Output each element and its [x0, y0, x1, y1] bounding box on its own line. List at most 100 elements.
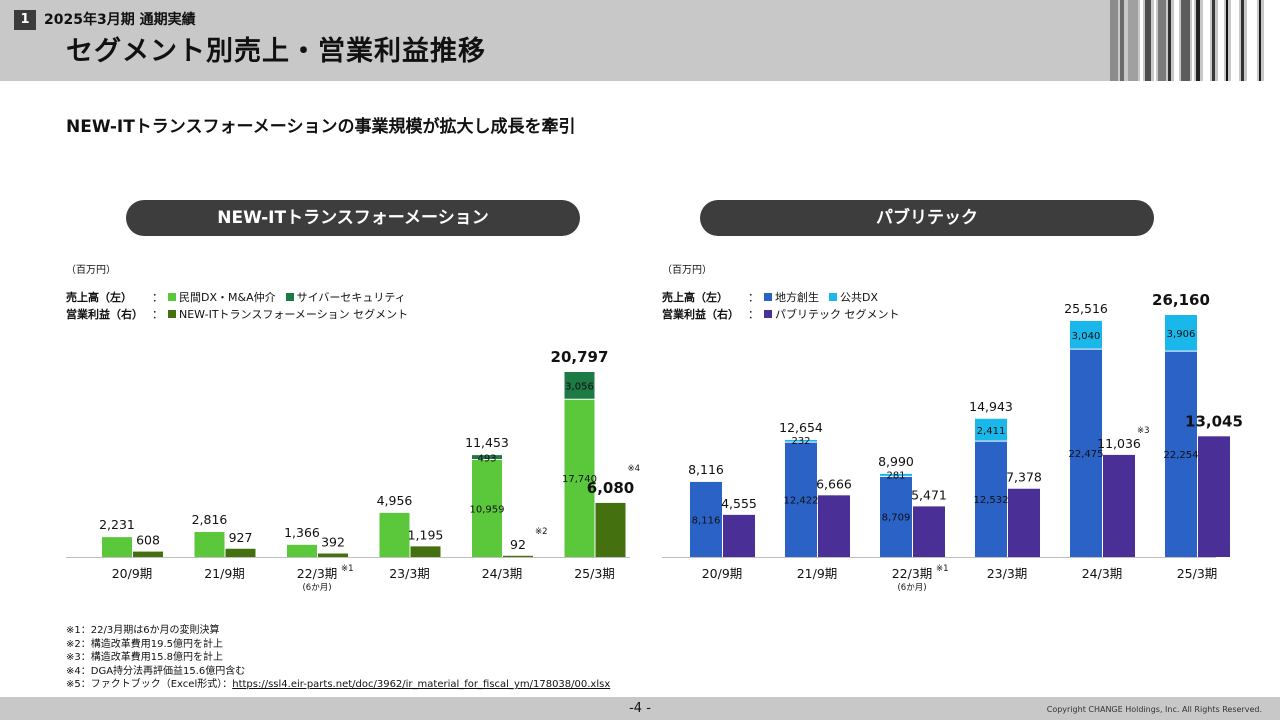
pub-label-地方創生: 22,475 [1069, 449, 1104, 460]
footnote: ※4：DGA持分法再評価益15.6億円含む [66, 665, 246, 677]
pub-bar-公共DX [785, 439, 817, 443]
pub-bar-profit [723, 514, 755, 557]
pub-bar-profit [818, 495, 850, 557]
pub-bar-地方創生 [975, 441, 1007, 557]
nit-category-sub: (6か月) [302, 583, 331, 593]
pub-profit-label: 7,378 [1006, 470, 1042, 485]
pub-category-note: ※1 [936, 564, 949, 574]
legend-swatch-icon [764, 310, 772, 318]
factbook-link[interactable]: https://ssl4.eir-parts.net/doc/3962/ir_m… [232, 679, 611, 690]
pub-label-公共DX: 281 [886, 470, 905, 481]
nit-category-label: 23/3期 [389, 566, 430, 581]
headline: NEW-ITトランスフォーメーションの事業規模が拡大し成長を牽引 [66, 117, 576, 137]
pub-sales-total: 8,116 [688, 462, 724, 477]
nit-label-サイバーセキュリティ: 3,056 [565, 382, 594, 393]
decorative-stripes [1108, 0, 1280, 81]
nit-bar-民間DX・M&A仲介 [564, 399, 595, 557]
nit-sales-total: 11,453 [465, 435, 509, 450]
pub-sales-total: 8,990 [878, 454, 914, 469]
legend-sales-label: 売上高（左） [66, 291, 132, 304]
legend-item: サイバーセキュリティ [285, 291, 406, 304]
page-title: セグメント別売上・営業利益推移 [66, 36, 486, 67]
legend-item: 公共DX [829, 291, 878, 304]
nit-bar-profit [595, 502, 626, 557]
nit-profit-note: ※2 [535, 527, 548, 537]
legend-item-label: サイバーセキュリティ [296, 291, 406, 304]
nit-bar-profit [503, 555, 533, 557]
nit-bar-民間DX・M&A仲介 [194, 531, 225, 557]
legend-item-label: 公共DX [840, 291, 879, 304]
pub-bar-公共DX [1070, 320, 1102, 350]
copyright: Copyright CHANGE Holdings, Inc. All Righ… [1046, 705, 1262, 714]
nit-bar-民間DX・M&A仲介 [472, 459, 502, 557]
nit-bar-profit [225, 548, 256, 557]
nit-bar-サイバーセキュリティ [472, 455, 502, 460]
pub-bar-公共DX [1165, 315, 1197, 352]
nit-label-民間DX・M&A仲介: 10,959 [470, 504, 505, 515]
pub-profit-label: 5,471 [911, 487, 947, 502]
legend-swatch-icon [285, 293, 294, 301]
pub-label-公共DX: 3,906 [1167, 329, 1196, 340]
legend-colon: ： [748, 308, 759, 321]
pub-label-地方創生: 12,532 [974, 495, 1009, 506]
nit-profit-label: 6,080 [587, 479, 634, 497]
nit-unit-label: （百万円） [66, 265, 116, 276]
pub-category-label: 25/3期 [1177, 566, 1218, 581]
pub-profit-note: ※3 [1137, 426, 1150, 436]
nit-segment-pill: NEW-ITトランスフォーメーション [126, 200, 580, 236]
footer-bar [0, 697, 1280, 720]
pub-profit-label: 6,666 [816, 476, 852, 491]
page-number: -4 - [629, 701, 651, 716]
pub-legend-sales: 売上高（左） ： 地方創生 公共DX [662, 290, 888, 306]
nit-legend-profit: 営業利益（右） ： NEW-ITトランスフォーメーション セグメント [66, 307, 418, 323]
legend-item-label: NEW-ITトランスフォーメーション セグメント [179, 308, 409, 321]
pub-profit-label: 11,036 [1097, 436, 1141, 451]
pub-sales-total: 26,160 [1152, 291, 1210, 309]
nit-profit-label: 92 [510, 537, 526, 552]
pub-category-label: 21/9期 [797, 566, 838, 581]
legend-swatch-icon [168, 310, 176, 318]
pub-category-label: 22/3期 [892, 566, 933, 581]
pub-sales-total: 14,943 [969, 399, 1013, 414]
legend-item-label: 地方創生 [775, 291, 819, 304]
footnotes: ※1：22/3月期は6か月の変則決算 ※2：構造改革費用19.5億円を計上 ※3… [66, 624, 610, 692]
nit-bar-profit [318, 553, 348, 557]
nit-bar-サイバーセキュリティ [564, 372, 595, 400]
pub-unit-label: （百万円） [662, 265, 712, 276]
legend-item: 地方創生 [764, 291, 819, 304]
nit-category-label: 20/9期 [112, 566, 153, 581]
pub-label-地方創生: 22,254 [1164, 450, 1199, 461]
nit-category-note: ※1 [341, 564, 354, 574]
header-bar [0, 0, 1280, 81]
nit-label-民間DX・M&A仲介: 17,740 [562, 474, 597, 485]
pub-label-公共DX: 3,040 [1072, 331, 1101, 342]
nit-sales-total: 4,956 [377, 493, 413, 508]
legend-swatch-icon [764, 293, 772, 301]
nit-label-サイバーセキュリティ: 493 [477, 454, 496, 465]
pub-bar-地方創生 [785, 442, 817, 557]
nit-bar-民間DX・M&A仲介 [379, 512, 410, 557]
pub-bar-地方創生 [690, 481, 722, 557]
footnote: ※3：構造改革費用15.8億円を計上 [66, 652, 224, 663]
nit-category-label: 21/9期 [204, 566, 245, 581]
pub-sales-total: 25,516 [1064, 301, 1108, 316]
publitech-segment-pill: パブリテック [700, 200, 1154, 236]
nit-profit-label: 1,195 [408, 527, 444, 542]
pub-category-label: 20/9期 [702, 566, 743, 581]
pub-bar-公共DX [880, 473, 912, 477]
nit-sales-total: 2,231 [99, 517, 135, 532]
footnote: ※2：構造改革費用19.5億円を計上 [66, 638, 224, 650]
legend-item-label: 民間DX・M&A仲介 [179, 291, 276, 304]
legend-item: パブリテック セグメント [764, 308, 900, 321]
pub-label-地方創生: 8,116 [692, 515, 721, 526]
legend-profit-label: 営業利益（右） [662, 308, 739, 321]
nit-sales-total: 20,797 [551, 348, 609, 366]
legend-item-label: パブリテック セグメント [775, 308, 900, 321]
nit-legend-sales: 売上高（左） ： 民間DX・M&A仲介 サイバーセキュリティ [66, 290, 416, 306]
footnote-factbook: ※5：ファクトブック（Excel形式）：https://ssl4.eir-par… [66, 678, 610, 692]
pub-label-地方創生: 8,709 [882, 513, 911, 524]
pub-profit-label: 4,555 [721, 496, 757, 511]
pub-category-sub: (6か月) [897, 583, 926, 593]
nit-bar-民間DX・M&A仲介 [287, 544, 317, 557]
